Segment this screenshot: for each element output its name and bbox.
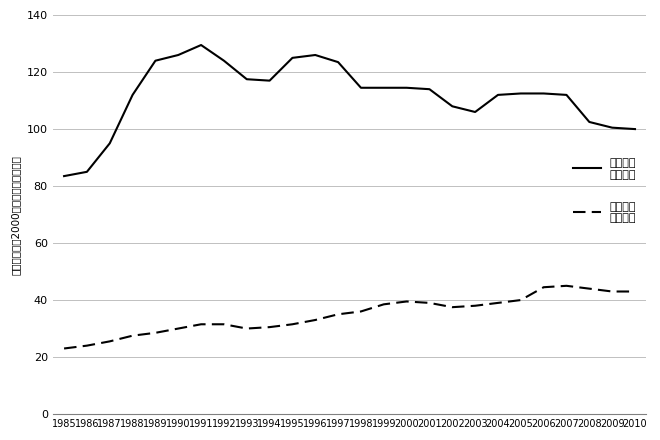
実質無形
資産投資: [334, 312, 342, 317]
実質有形
資産投資: [174, 52, 182, 58]
実質無形
資産投資: [494, 300, 502, 305]
実質無形
資産投資: [312, 317, 319, 323]
実質有形
資産投資: [631, 126, 639, 132]
実質無形
資産投資: [448, 304, 456, 310]
実質有形
資産投資: [609, 125, 616, 130]
実質無形
資産投資: [585, 286, 593, 291]
実質無形
資産投資: [60, 346, 68, 351]
実質有形
資産投資: [357, 85, 365, 90]
実質有形
資産投資: [585, 119, 593, 125]
実質無形
資産投資: [265, 324, 273, 330]
実質無形
資産投資: [403, 299, 411, 304]
実質無形
資産投資: [379, 302, 387, 307]
実質有形
資産投資: [426, 87, 434, 92]
実質無形
資産投資: [357, 309, 365, 314]
実質有形
資産投資: [83, 169, 91, 175]
実質有形
資産投資: [129, 92, 137, 98]
実質無形
資産投資: [540, 285, 548, 290]
実質有形
資産投資: [494, 92, 502, 98]
実質無形
資産投資: [220, 322, 228, 327]
実質無形
資産投資: [517, 297, 525, 303]
実質無形
資産投資: [609, 289, 616, 294]
実質有形
資産投資: [448, 104, 456, 109]
Line: 実質有形
資産投資: 実質有形 資産投資: [64, 45, 635, 176]
実質有形
資産投資: [243, 77, 251, 82]
実質無形
資産投資: [151, 330, 159, 335]
実質無形
資産投資: [174, 326, 182, 331]
実質無形
資産投資: [129, 333, 137, 338]
Legend: 実質有形
資産投資, 実質無形
資産投資: 実質有形 資産投資, 実質無形 資産投資: [569, 154, 641, 228]
実質有形
資産投資: [151, 58, 159, 63]
実質有形
資産投資: [379, 85, 387, 90]
実質有形
資産投資: [197, 42, 205, 48]
実質有形
資産投資: [540, 91, 548, 96]
実質有形
資産投資: [265, 78, 273, 83]
実質有形
資産投資: [312, 52, 319, 58]
実質無形
資産投資: [83, 343, 91, 348]
実質有形
資産投資: [562, 92, 570, 98]
実質無形
資産投資: [631, 289, 639, 294]
実質有形
資産投資: [220, 58, 228, 63]
実質有形
資産投資: [517, 91, 525, 96]
実質無形
資産投資: [243, 326, 251, 331]
実質有形
資産投資: [60, 173, 68, 179]
実質無形
資産投資: [106, 339, 114, 344]
実質無形
資産投資: [426, 300, 434, 305]
実質有形
資産投資: [106, 141, 114, 146]
実質無形
資産投資: [562, 283, 570, 289]
実質無形
資産投資: [471, 303, 479, 308]
実質無形
資産投資: [197, 322, 205, 327]
Y-axis label: 単位：兆円（2000年の価格で実質化）: 単位：兆円（2000年の価格で実質化）: [11, 154, 21, 275]
実質有形
資産投資: [471, 110, 479, 115]
実質有形
資産投資: [403, 85, 411, 90]
Line: 実質無形
資産投資: 実質無形 資産投資: [64, 286, 635, 348]
実質有形
資産投資: [288, 55, 296, 60]
実質有形
資産投資: [334, 59, 342, 65]
実質無形
資産投資: [288, 322, 296, 327]
